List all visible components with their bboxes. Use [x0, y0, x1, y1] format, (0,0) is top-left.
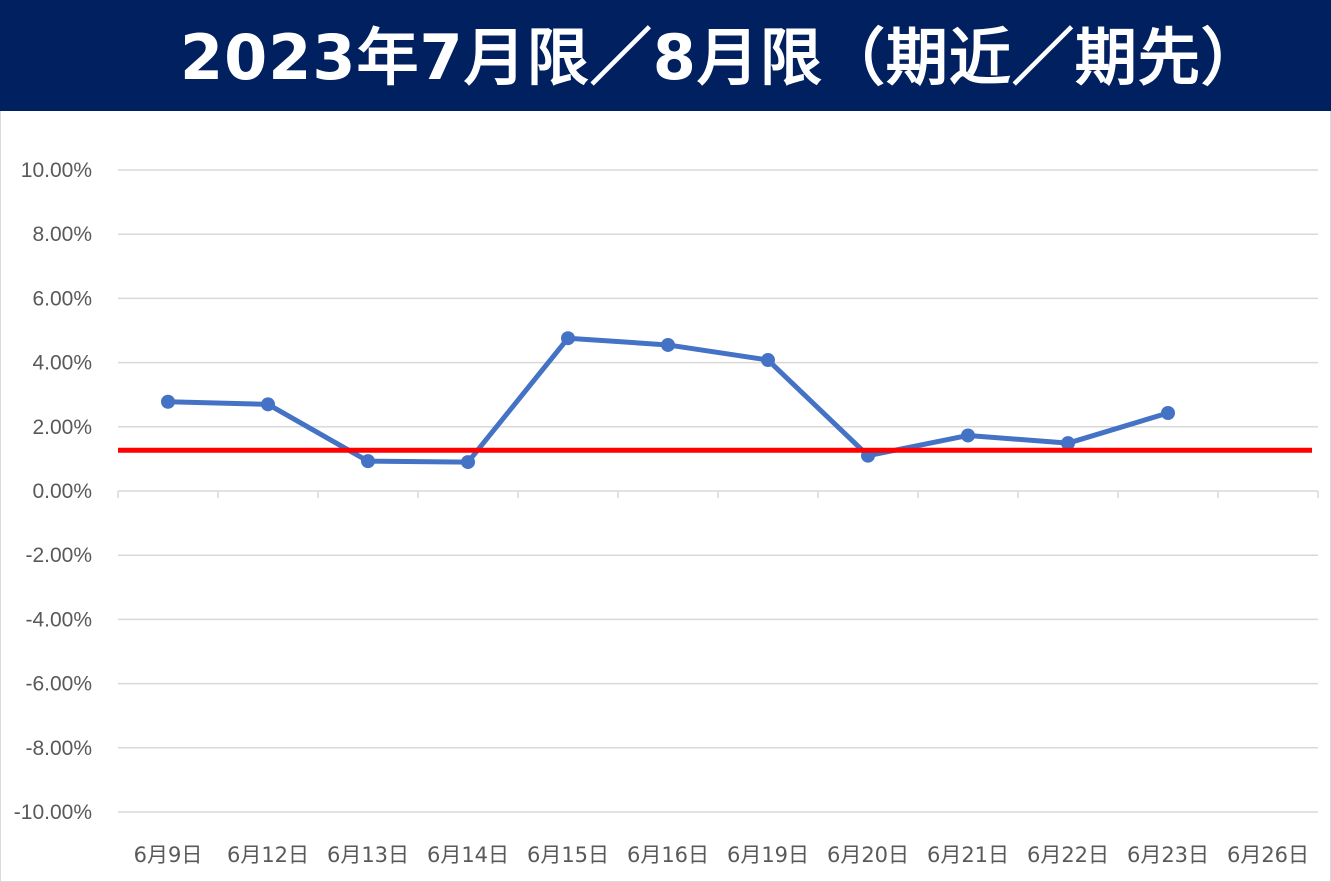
x-tick-label: 6月16日: [627, 843, 709, 867]
y-tick-label: -2.00%: [25, 544, 92, 567]
x-tick-label: 6月9日: [134, 843, 203, 867]
data-point: [361, 454, 375, 469]
y-tick-label: -4.00%: [25, 608, 92, 631]
x-tick-label: 6月13日: [327, 843, 409, 867]
x-axis: [117, 490, 1319, 498]
y-tick-label: 10.00%: [21, 159, 92, 182]
y-tick-label: -6.00%: [25, 673, 92, 696]
y-tick-label: 0.00%: [32, 480, 92, 503]
data-point: [761, 353, 775, 368]
gridlines: [118, 169, 1318, 813]
data-point: [1161, 405, 1175, 420]
y-tick-label: 6.00%: [32, 287, 92, 310]
data-point: [461, 455, 475, 470]
y-tick-label: -8.00%: [25, 737, 92, 760]
y-tick-label: 4.00%: [32, 352, 92, 375]
data-point: [961, 428, 975, 443]
x-tick-label: 6月21日: [927, 843, 1009, 867]
x-tick-label: 6月19日: [727, 843, 809, 867]
data-point: [261, 397, 275, 412]
series-line: [167, 335, 1169, 465]
x-axis-tick-labels: 6月9日 6月12日 6月13日 6月14日 6月15日 6月16日 6月19日 6月20日 6…: [134, 843, 1309, 867]
x-tick-label: 6月20日: [827, 843, 909, 867]
data-point: [1061, 436, 1075, 451]
data-point: [161, 394, 175, 409]
x-tick-label: 6月12日: [227, 843, 309, 867]
x-tick-label: 6月23日: [1127, 843, 1209, 867]
y-axis-tick-labels: 10.00% 8.00% 6.00% 4.00% 2.00% 0.00% -2.00% -4.…: [14, 159, 92, 824]
x-tick-label: 6月14日: [427, 843, 509, 867]
x-tick-label: 6月15日: [527, 843, 609, 867]
y-tick-label: 2.00%: [32, 416, 92, 439]
y-tick-label: -10.00%: [14, 801, 92, 824]
series-line-group: [161, 331, 1175, 470]
title-bar: 2023年7月限／8月限（期近／期先）: [0, 0, 1331, 111]
data-point: [661, 337, 675, 352]
data-point: [561, 331, 575, 346]
x-tick-label: 6月26日: [1227, 843, 1309, 867]
x-tick-label: 6月22日: [1027, 843, 1109, 867]
chart-title: 2023年7月限／8月限（期近／期先）: [180, 21, 1264, 94]
y-tick-label: 8.00%: [32, 223, 92, 246]
